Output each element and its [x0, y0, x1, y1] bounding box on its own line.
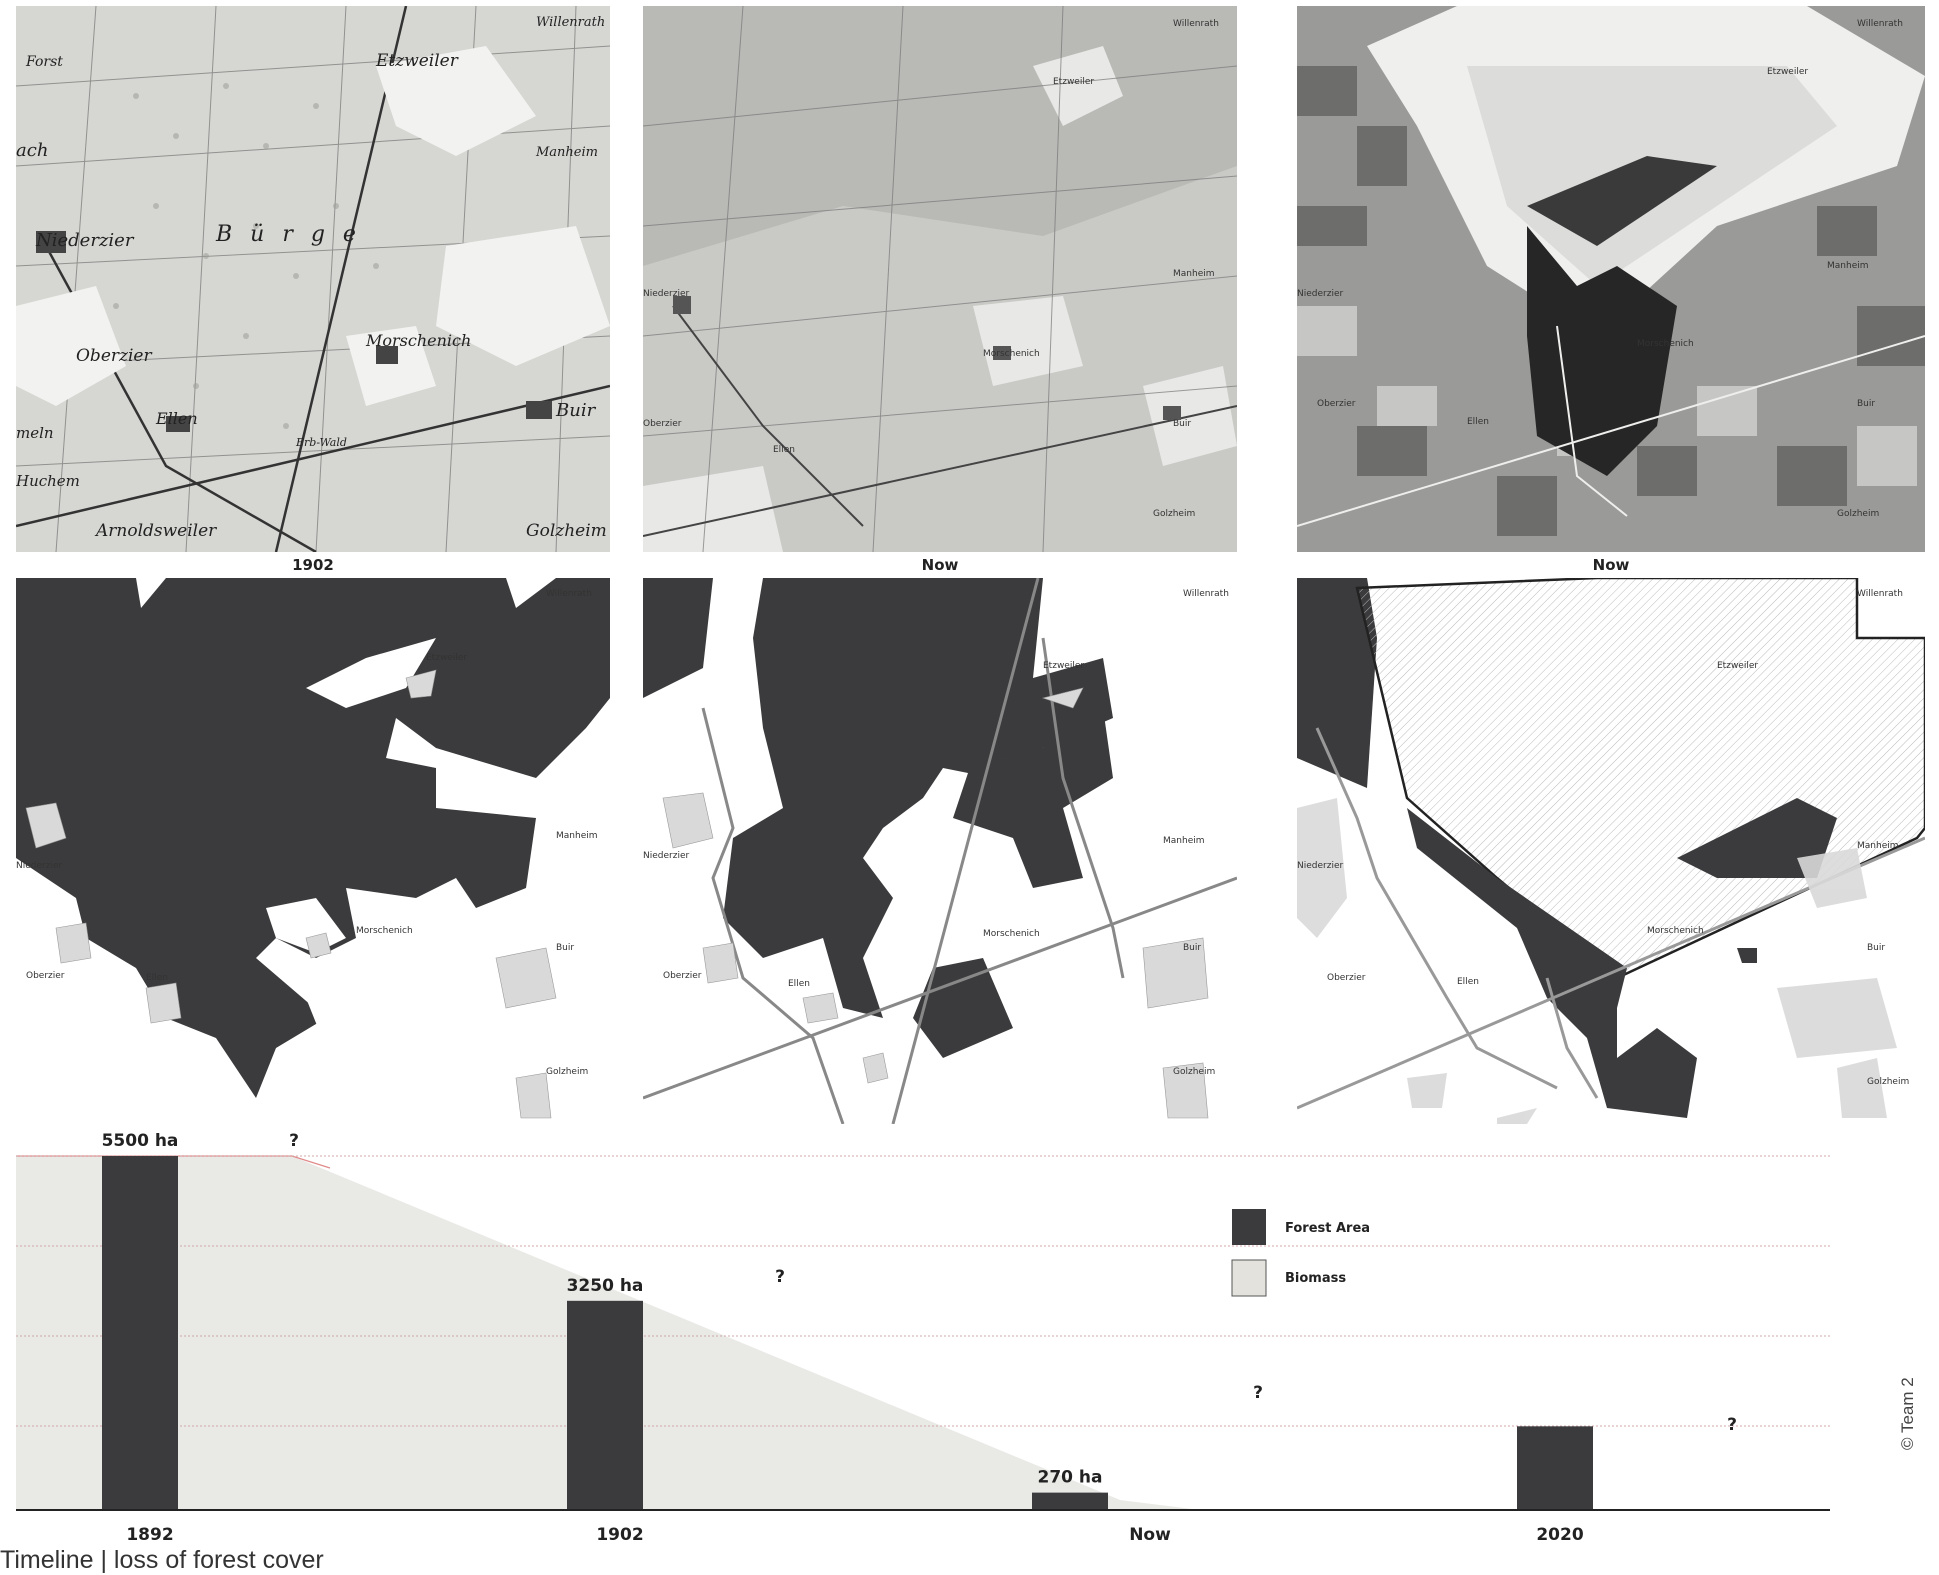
forestnow-label-morschenich: Morschenich — [983, 929, 1040, 939]
unknown-marker-0: ? — [289, 1131, 299, 1151]
aerial-label-ellen: Ellen — [1467, 417, 1489, 427]
forest-map-1902-svg: Willenrath Etzweiler Niederzier Manheim … — [16, 578, 610, 1124]
unknown-marker-3: ? — [1727, 1415, 1737, 1435]
unknown-marker-2: ? — [1253, 1383, 1263, 1403]
bar-1892 — [102, 1156, 178, 1510]
map1-label-burge: Bürge — [215, 222, 374, 247]
aerial-label-niederzier: Niederzier — [1297, 289, 1343, 299]
forest1902-label-morschenich: Morschenich — [356, 926, 413, 936]
forestfuture-label-willenrath: Willenrath — [1857, 589, 1903, 599]
aerial-now-svg: Willenrath Etzweiler Manheim Niederzier … — [1297, 6, 1925, 552]
map1-label-manheim: Manheim — [535, 145, 598, 160]
caption-top-1: 1902 — [292, 556, 334, 574]
map2-label-willenrath: Willenrath — [1173, 19, 1219, 29]
map2-label-ellen: Ellen — [773, 445, 795, 455]
bar-label-1892: 5500 ha — [102, 1131, 179, 1151]
category-label-now: Now — [1129, 1525, 1171, 1545]
forest-map-now: Willenrath Etzweiler Niederzier Manheim … — [643, 578, 1237, 1124]
caption-top-2: Now — [921, 556, 959, 574]
map2-label-etzweiler: Etzweiler — [1053, 77, 1094, 87]
aerial-label-morschenich: Morschenich — [1637, 339, 1694, 349]
forestnow-label-oberzier: Oberzier — [663, 971, 702, 981]
bar-label-now: 270 ha — [1038, 1468, 1103, 1488]
map2-label-buir: Buir — [1173, 419, 1191, 429]
category-label-1892: 1892 — [126, 1525, 173, 1545]
aerial-label-willenrath: Willenrath — [1857, 19, 1903, 29]
legend-swatch-biomass — [1231, 1259, 1267, 1297]
map-now-historical: Willenrath Etzweiler Niederzier Manheim … — [643, 6, 1237, 552]
legend-label-biomass: Biomass — [1285, 1271, 1346, 1286]
aerial-label-manheim: Manheim — [1827, 261, 1869, 271]
forestnow-label-niederzier: Niederzier — [643, 851, 689, 861]
map-1902-historical-svg: Willenrath Forst Etzweiler ach Niederzie… — [16, 6, 610, 552]
map1-label-golzheim: Golzheim — [526, 521, 607, 541]
aerial-now: Willenrath Etzweiler Manheim Niederzier … — [1297, 6, 1925, 552]
forestfuture-label-oberzier: Oberzier — [1327, 973, 1366, 983]
map1-label-etzweiler: Etzweiler — [375, 51, 459, 71]
forestnow-label-golzheim: Golzheim — [1173, 1067, 1215, 1077]
map1-label-niederzier: Niederzier — [35, 230, 135, 251]
map1-label-meln: meln — [16, 424, 54, 442]
figure-caption: Timeline | loss of forest cover — [0, 1546, 324, 1574]
map-1902-historical: Willenrath Forst Etzweiler ach Niederzie… — [16, 6, 610, 552]
forestnow-label-etzweiler: Etzweiler — [1043, 661, 1084, 671]
forest1902-label-manheim: Manheim — [556, 831, 598, 841]
forest-map-future: Willenrath Etzweiler Niederzier Manheim … — [1297, 578, 1925, 1124]
forest1902-label-golzheim: Golzheim — [546, 1067, 588, 1077]
map1-label-arnoldsweiler: Arnoldsweiler — [94, 521, 217, 541]
forestnow-label-willenrath: Willenrath — [1183, 589, 1229, 599]
forestfuture-label-etzweiler: Etzweiler — [1717, 661, 1758, 671]
category-label-1902: 1902 — [596, 1525, 643, 1545]
forestnow-label-ellen: Ellen — [788, 979, 810, 989]
aerial-label-buir: Buir — [1857, 399, 1875, 409]
map1-label-willenrath: Willenrath — [536, 15, 605, 30]
aerial-label-oberzier: Oberzier — [1317, 399, 1356, 409]
forestnow-label-manheim: Manheim — [1163, 836, 1205, 846]
map1-label-ellen: Ellen — [155, 409, 198, 428]
map1-label-forst: Forst — [25, 54, 63, 70]
forest1902-label-oberzier: Oberzier — [26, 971, 65, 981]
map1-label-buir: Buir — [555, 400, 597, 421]
map1-label-huchem: Huchem — [16, 472, 80, 490]
forest1902-label-niederzier: Niederzier — [16, 861, 62, 871]
credit-text: © Team 2 — [1898, 1377, 1917, 1450]
map2-label-manheim: Manheim — [1173, 269, 1215, 279]
bar-1902 — [567, 1300, 643, 1510]
aerial-label-golzheim: Golzheim — [1837, 509, 1879, 519]
forest1902-label-willenrath: Willenrath — [546, 589, 592, 599]
forest1902-label-buir: Buir — [556, 943, 574, 953]
forestfuture-label-niederzier: Niederzier — [1297, 861, 1343, 871]
forestfuture-label-morschenich: Morschenich — [1647, 926, 1704, 936]
aerial-label-etzweiler: Etzweiler — [1767, 67, 1808, 77]
forest-timeline-chart: 5500 ha 1892 3250 ha 1902 270 ha Now 2020???? F… — [16, 1131, 1830, 1545]
forest1902-label-etzweiler: Etzweiler — [426, 653, 467, 663]
legend-label-forest-area: Forest Area — [1285, 1221, 1370, 1236]
legend-swatch-forest-area — [1232, 1209, 1266, 1245]
forestfuture-label-manheim: Manheim — [1857, 841, 1899, 851]
bar-2020 — [1517, 1426, 1593, 1510]
forestfuture-label-ellen: Ellen — [1457, 977, 1479, 987]
map2-label-morschenich: Morschenich — [983, 349, 1040, 359]
forest-map-1902: Willenrath Etzweiler Niederzier Manheim … — [16, 578, 610, 1124]
forest-map-future-svg: Willenrath Etzweiler Niederzier Manheim … — [1297, 578, 1925, 1124]
bar-label-1902: 3250 ha — [567, 1276, 644, 1296]
forest1902-label-ellen: Ellen — [146, 973, 168, 983]
map-now-historical-svg: Willenrath Etzweiler Niederzier Manheim … — [643, 6, 1237, 552]
forestfuture-label-golzheim: Golzheim — [1867, 1077, 1909, 1087]
map2-label-golzheim: Golzheim — [1153, 509, 1195, 519]
forest-map-now-svg: Willenrath Etzweiler Niederzier Manheim … — [643, 578, 1237, 1124]
map1-label-morschenich: Morschenich — [365, 331, 471, 350]
map1-label-oberzier: Oberzier — [76, 346, 152, 366]
forestnow-label-buir: Buir — [1183, 943, 1201, 953]
caption-top-3: Now — [1592, 556, 1630, 574]
map2-label-oberzier: Oberzier — [643, 419, 682, 429]
map1-label-erbwald: Erb-Wald — [295, 436, 347, 449]
bar-now — [1032, 1492, 1108, 1510]
category-label-2020: 2020 — [1536, 1525, 1583, 1545]
forestfuture-label-buir: Buir — [1867, 943, 1885, 953]
map2-label-niederzier: Niederzier — [643, 289, 689, 299]
map1-label-ach: ach — [16, 140, 48, 161]
unknown-marker-1: ? — [775, 1267, 785, 1287]
